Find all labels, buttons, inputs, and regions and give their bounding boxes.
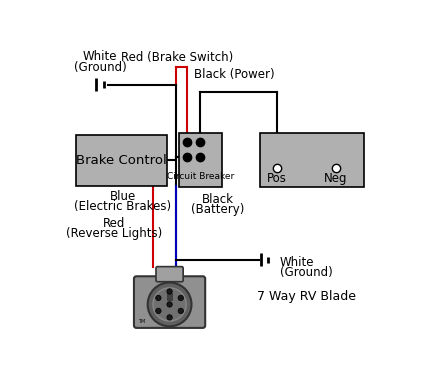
Bar [167, 293, 172, 300]
Circle shape [153, 288, 186, 321]
Text: TM: TM [138, 319, 145, 324]
Bar [178, 133, 222, 187]
Text: Brake Control: Brake Control [76, 154, 166, 167]
Text: White: White [83, 50, 117, 63]
Circle shape [166, 289, 172, 294]
Bar [260, 133, 363, 187]
FancyBboxPatch shape [156, 267, 183, 282]
Circle shape [166, 315, 172, 320]
Circle shape [147, 283, 191, 327]
Text: Red: Red [102, 217, 125, 230]
Text: Red (Brake Switch): Red (Brake Switch) [121, 51, 233, 64]
Text: (Ground): (Ground) [279, 266, 332, 279]
Text: Black: Black [201, 193, 233, 206]
Text: White: White [279, 256, 313, 269]
Circle shape [178, 295, 183, 301]
Text: (Battery): (Battery) [191, 203, 244, 216]
Text: Neg: Neg [323, 172, 347, 185]
Circle shape [155, 308, 161, 314]
Text: Circuit Breaker: Circuit Breaker [166, 172, 233, 181]
Text: 7 Way RV Blade: 7 Way RV Blade [257, 290, 355, 303]
Circle shape [178, 308, 183, 314]
Text: (Electric Brakes): (Electric Brakes) [74, 200, 171, 213]
FancyBboxPatch shape [134, 276, 205, 328]
Text: (Ground): (Ground) [74, 61, 126, 74]
Text: Black (Power): Black (Power) [194, 68, 274, 81]
Circle shape [155, 295, 161, 301]
Text: (Reverse Lights): (Reverse Lights) [65, 227, 162, 240]
Text: Blue: Blue [109, 190, 135, 203]
Bar [76, 134, 166, 186]
Circle shape [166, 302, 172, 307]
Text: Pos: Pos [266, 172, 286, 185]
